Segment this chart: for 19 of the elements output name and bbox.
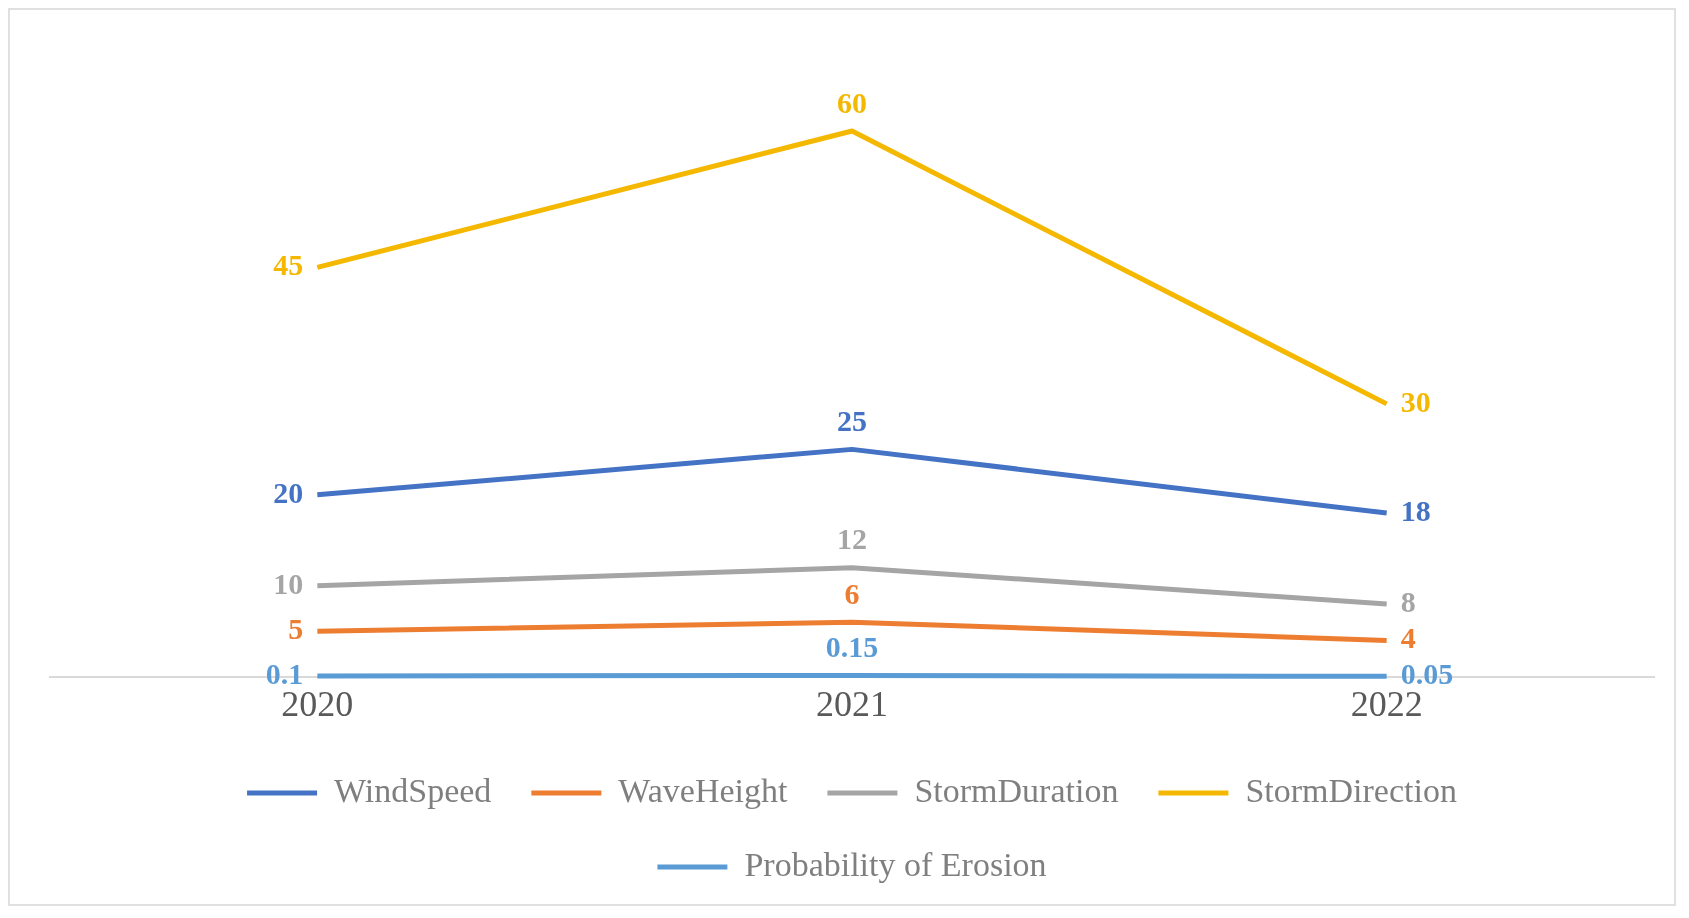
data-label: 8 xyxy=(1400,584,1416,618)
legend-label: Probability of Erosion xyxy=(744,845,1047,883)
legend-label: StormDuration xyxy=(914,771,1119,809)
legend-label: WindSpeed xyxy=(334,771,492,809)
data-label: 30 xyxy=(1400,384,1431,418)
data-label: 25 xyxy=(837,404,867,438)
data-label: 10 xyxy=(273,566,304,600)
data-label: 60 xyxy=(837,85,867,119)
data-label: 0.15 xyxy=(825,630,879,664)
data-label: 45 xyxy=(273,248,304,282)
legend-label: WaveHeight xyxy=(618,771,788,809)
data-label: 12 xyxy=(837,522,867,556)
data-label: 18 xyxy=(1400,493,1431,527)
legend-label: StormDirection xyxy=(1245,771,1457,809)
data-label: 6 xyxy=(844,576,860,610)
x-tick-label: 2021 xyxy=(816,683,888,724)
data-label: 20 xyxy=(273,475,304,509)
data-label: 4 xyxy=(1400,621,1416,655)
data-label: 5 xyxy=(288,612,304,646)
